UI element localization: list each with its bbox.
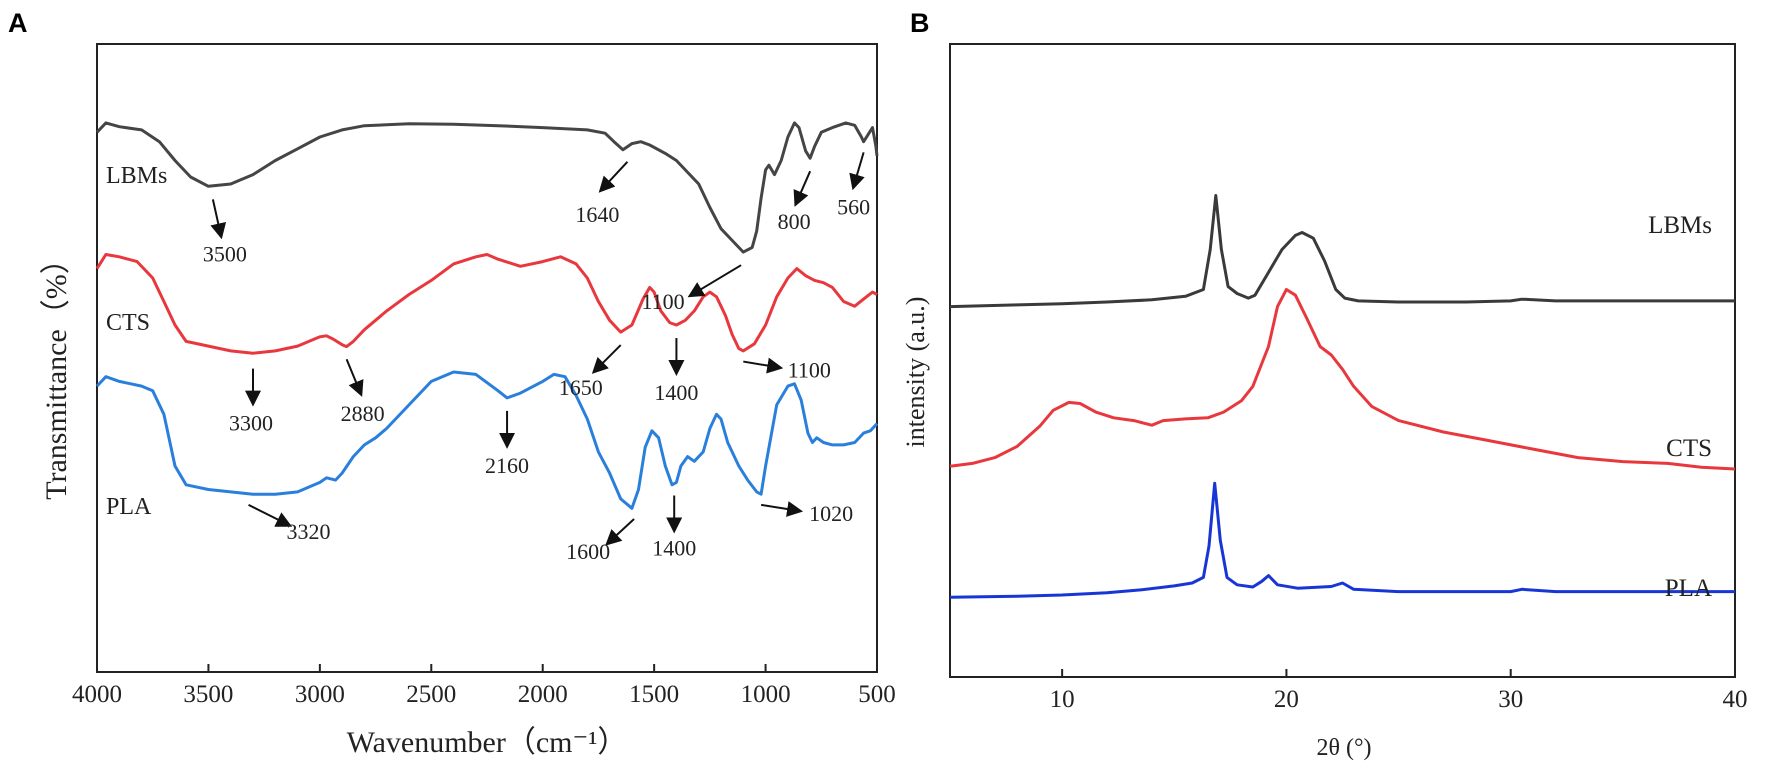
x-tick-label-b-30: 30 <box>1498 686 1523 713</box>
annotation-arrow-14 <box>760 501 804 517</box>
annotation-label-1400: 1400 <box>652 536 696 561</box>
annotation-arrow-5 <box>591 344 622 374</box>
annotation-label-2880: 2880 <box>341 401 385 426</box>
annotation-label-3320: 3320 <box>287 519 331 544</box>
annotation-label-1100: 1100 <box>788 358 831 383</box>
x-tick-label-a-2500: 2500 <box>406 681 456 708</box>
annotation-arrow-0 <box>598 161 629 193</box>
series-label-cts-b: CTS <box>1666 435 1712 462</box>
x-tick-label-a-2000: 2000 <box>518 681 568 708</box>
annotation-arrow-9 <box>345 358 364 397</box>
series-line-a-cts <box>95 253 878 355</box>
annotation-arrow-12 <box>605 518 635 546</box>
panel-a-frame <box>96 43 878 673</box>
x-tick-label-a-1500: 1500 <box>629 681 679 708</box>
x-tick-label-b-10: 10 <box>1050 686 1075 713</box>
panel-b-x-ticks: 10 20 30 40 <box>1050 669 1748 713</box>
series-label-cts-a: CTS <box>106 310 150 336</box>
series-line-a-pla <box>95 370 879 510</box>
x-tick-label-a-500: 500 <box>858 681 896 708</box>
annotation-label-1100: 1100 <box>641 289 684 314</box>
series-line-b-cts <box>949 288 1736 471</box>
annotation-label-1020: 1020 <box>809 501 853 526</box>
series-label-lbms-b: LBMs <box>1648 212 1712 239</box>
series-label-pla-b: PLA <box>1665 575 1712 602</box>
x-tick-label-b-40: 40 <box>1723 686 1748 713</box>
annotation-arrow-3 <box>210 199 227 240</box>
panel-a-series <box>95 121 879 510</box>
annotation-arrow-2 <box>849 152 865 191</box>
panel-letter-a: A <box>8 8 28 38</box>
x-tick-label-a-3500: 3500 <box>183 681 233 708</box>
annotation-arrow-4 <box>687 264 742 298</box>
annotation-arrow-11 <box>248 504 293 527</box>
annotation-label-3300: 3300 <box>229 411 273 436</box>
annotation-arrow-7 <box>743 357 784 374</box>
panel-b-series <box>949 194 1736 599</box>
series-line-b-pla <box>949 481 1735 599</box>
panel-b-frame <box>949 43 1736 678</box>
x-tick-label-a-4000: 4000 <box>72 681 122 708</box>
panel-letter-b: B <box>910 8 930 38</box>
annotation-arrow-1 <box>793 170 812 207</box>
panel-a-annotations: 1640 800 560 3500 1100 1650 1400 1100 3300 2880 21… <box>203 152 870 564</box>
x-tick-label-a-1000: 1000 <box>741 681 791 708</box>
panel-a-x-ticks: 4000 3500 3000 2500 2000 1500 1000 500 <box>72 664 896 708</box>
annotation-label-1650: 1650 <box>559 375 603 400</box>
series-label-pla-a: PLA <box>106 494 152 520</box>
x-tick-label-b-20: 20 <box>1274 686 1299 713</box>
annotation-label-1640: 1640 <box>575 202 619 227</box>
panel-a-y-axis-label: Transmittance（%） <box>40 244 73 500</box>
panel-b-x-axis-label: 2θ (°) <box>1316 735 1371 761</box>
annotation-label-560: 560 <box>837 194 870 219</box>
annotation-label-1400: 1400 <box>654 380 698 405</box>
annotation-label-3500: 3500 <box>203 241 247 266</box>
series-line-b-lbms <box>949 194 1735 309</box>
series-line-a-lbms <box>95 121 879 254</box>
panel-b-y-axis-label: intensity (a.u.) <box>901 297 930 448</box>
annotation-label-800: 800 <box>778 209 811 234</box>
x-tick-label-a-3000: 3000 <box>295 681 345 708</box>
annotation-label-2160: 2160 <box>485 453 529 478</box>
annotation-label-1600: 1600 <box>566 539 610 564</box>
panel-a-x-axis-label: Wavenumber（cm⁻¹） <box>347 726 628 759</box>
series-label-lbms-a: LBMs <box>106 163 167 189</box>
